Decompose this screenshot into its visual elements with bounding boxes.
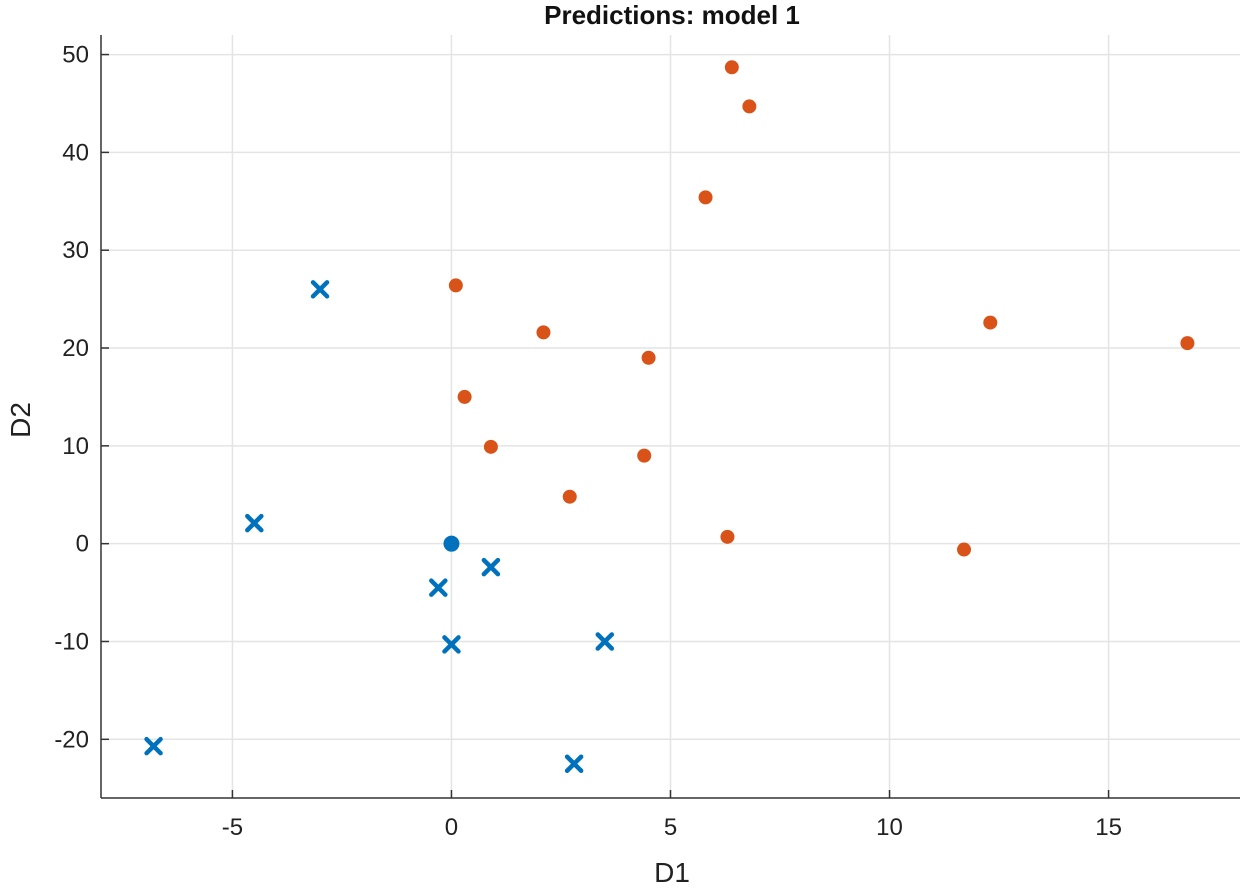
x-tick-label: 0 (445, 814, 458, 841)
cross-stroke (481, 557, 501, 577)
y-tick-label: 50 (62, 42, 89, 69)
cross-point (429, 578, 448, 597)
x-tick-labels: -5 0 5 10 15 (222, 814, 1122, 841)
x-tick-label: -5 (222, 814, 243, 841)
circle-point (698, 190, 713, 205)
y-tick-label: 30 (62, 237, 89, 264)
circle-point (641, 350, 656, 365)
circle-point (562, 489, 577, 504)
grid-lines (101, 35, 1240, 798)
circle-point (742, 99, 757, 114)
cross-point (595, 632, 615, 651)
circle-point (457, 389, 472, 404)
circle-point (536, 325, 551, 340)
circle-point (957, 542, 972, 557)
cross-point (245, 513, 264, 533)
y-tick-label: 20 (62, 335, 89, 362)
cross-stroke (595, 632, 615, 651)
circle-point (448, 278, 463, 293)
y-tick-labels: -20 -10 0 10 20 30 40 50 (54, 42, 89, 754)
cross-stroke (310, 280, 330, 299)
x-axis-label: D1 (654, 857, 690, 888)
cross-stroke (144, 736, 163, 756)
axes (100, 35, 1240, 799)
x-tick-label: 5 (664, 814, 677, 841)
x-tick-label: 10 (876, 814, 903, 841)
y-axis-label: D2 (5, 402, 36, 438)
cross-point (144, 736, 163, 756)
cross-point (442, 635, 461, 654)
circle-point (483, 439, 498, 454)
data-points (144, 60, 1195, 774)
y-tick-label: -10 (54, 628, 89, 655)
cross-stroke (442, 635, 461, 654)
circle-point (1180, 336, 1195, 351)
cross-stroke (245, 513, 264, 533)
filled-circle-point (443, 535, 460, 552)
cross-stroke (429, 578, 448, 597)
y-tick-label: -20 (54, 726, 89, 753)
cross-stroke (564, 754, 584, 774)
circle-point (983, 315, 998, 330)
circle-point (720, 529, 735, 544)
chart-title: Predictions: model 1 (544, 0, 800, 30)
circle-point (724, 60, 739, 75)
y-tick-label: 10 (62, 433, 89, 460)
cross-point (310, 280, 330, 299)
cross-point (564, 754, 584, 774)
circle-point (637, 448, 652, 463)
x-tick-label: 15 (1095, 814, 1122, 841)
y-tick-label: 40 (62, 139, 89, 166)
cross-point (481, 557, 501, 577)
y-tick-label: 0 (76, 531, 89, 558)
